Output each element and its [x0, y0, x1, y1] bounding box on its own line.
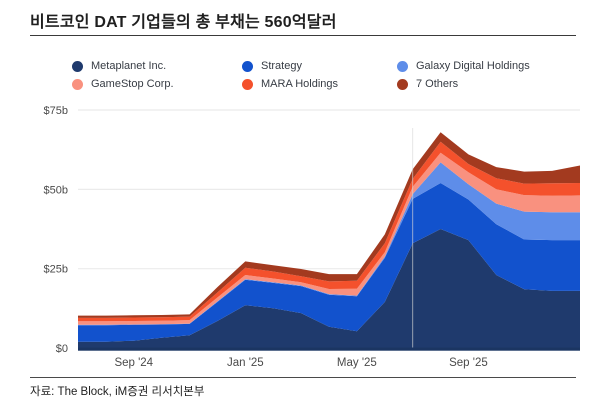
- legend-color-dot: [397, 78, 408, 90]
- legend-item-mara-holdings: MARA Holdings: [242, 75, 397, 93]
- chart-legend: Metaplanet Inc. Strategy Galaxy Digital Ho…: [72, 57, 530, 93]
- y-tick-label: $50b: [44, 184, 68, 196]
- area-series-7-others: [78, 132, 580, 318]
- legend-label: MARA Holdings: [261, 78, 339, 90]
- title-divider: [30, 35, 576, 36]
- legend-label: GameStop Corp.: [91, 78, 174, 90]
- legend-item-galaxy-digital-holdings: Galaxy Digital Holdings: [397, 57, 530, 75]
- y-tick-label: $75b: [44, 105, 68, 117]
- legend-label: Galaxy Digital Holdings: [416, 60, 530, 72]
- legend-color-dot: [72, 78, 83, 90]
- x-tick-label: May '25: [337, 357, 377, 369]
- x-tick-label: Sep '24: [114, 357, 153, 369]
- y-tick-label: $0: [56, 343, 68, 355]
- legend-label: 7 Others: [416, 78, 459, 90]
- legend-item-metaplanet-inc: Metaplanet Inc.: [72, 57, 242, 75]
- x-tick-label: Sep '25: [449, 357, 488, 369]
- area-series-mara-holdings: [78, 141, 580, 322]
- legend-color-dot: [242, 60, 253, 72]
- legend-color-dot: [397, 60, 408, 72]
- legend-item-7-others: 7 Others: [397, 75, 530, 93]
- legend-label: Strategy: [261, 60, 302, 72]
- source-note: 자료: The Block, iM증권 리서치본부: [30, 386, 205, 398]
- stacked-area-chart-svg: $0 $25b $50b $75b Sep '24 Jan '25 May '25 Sep '…: [44, 105, 580, 369]
- x-axis-line: [78, 347, 580, 351]
- legend-label: Metaplanet Inc.: [91, 60, 167, 72]
- area-series-gamestop-corp: [78, 152, 580, 325]
- legend-item-gamestop-corp: GameStop Corp.: [72, 75, 242, 93]
- legend-color-dot: [72, 60, 83, 72]
- area-series-strategy: [78, 183, 580, 342]
- stacked-area-chart: $0 $25b $50b $75b Sep '24 Jan '25 May '25 Sep '…: [0, 100, 600, 380]
- legend-color-dot: [242, 78, 253, 90]
- x-tick-label: Jan '25: [227, 357, 264, 369]
- legend-item-strategy: Strategy: [242, 57, 397, 75]
- area-series-metaplanet-inc: [78, 229, 580, 348]
- page-title: 비트코인 DAT 기업들의 총 부채는 560억달러: [30, 14, 337, 31]
- y-tick-label: $25b: [44, 264, 68, 276]
- footer-divider: [30, 377, 576, 378]
